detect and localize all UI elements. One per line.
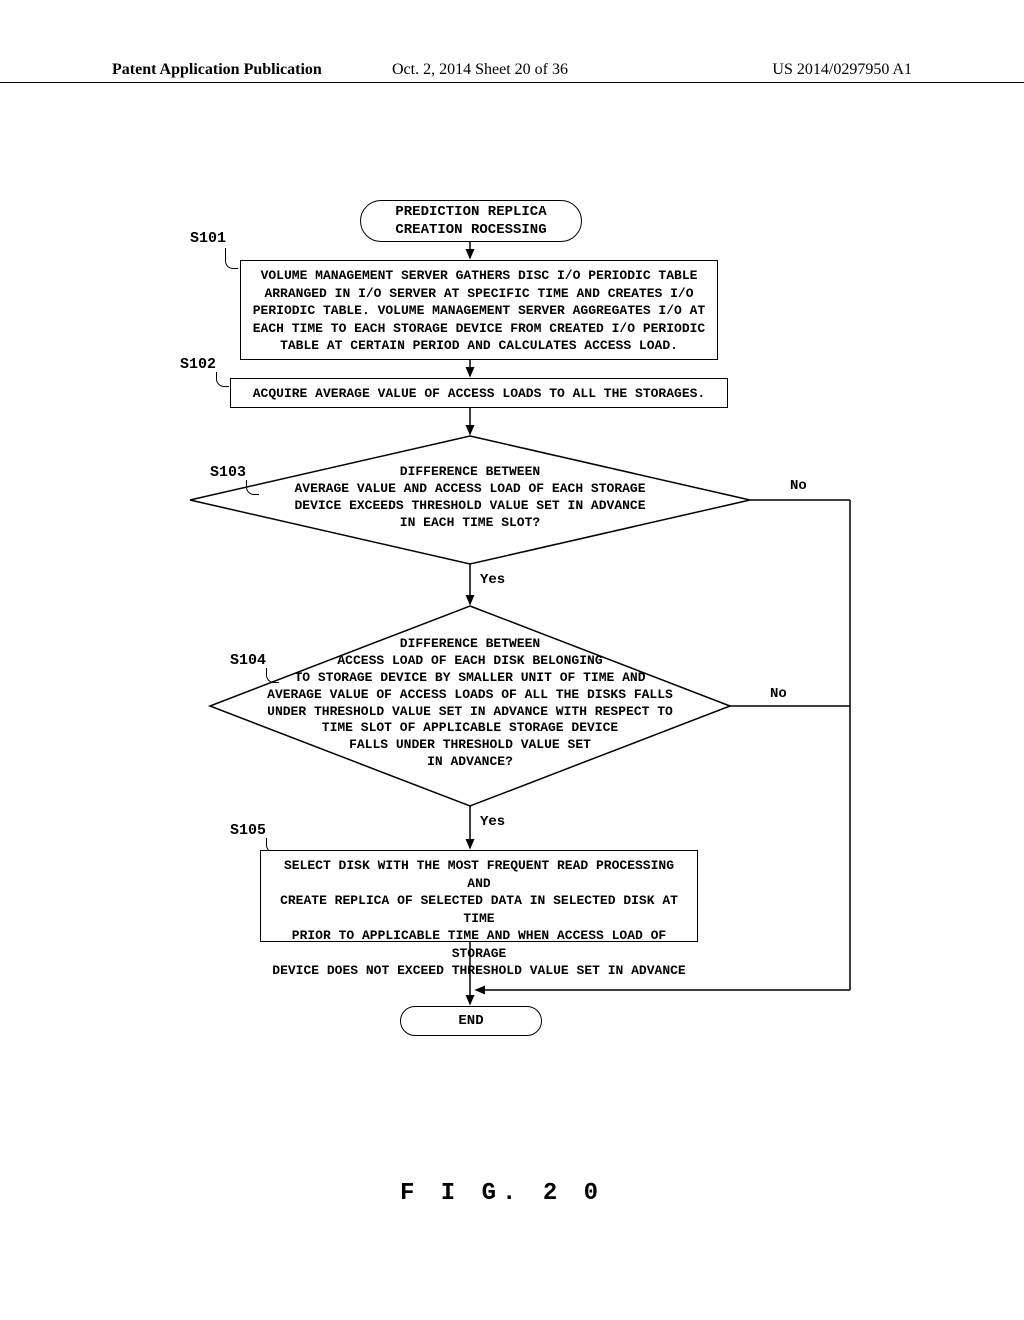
- bracket-s102: [216, 372, 229, 387]
- process-s105: SELECT DISK WITH THE MOST FREQUENT READ …: [260, 850, 698, 942]
- header-left: Patent Application Publication: [112, 61, 322, 79]
- process-s101: VOLUME MANAGEMENT SERVER GATHERS DISC I/…: [240, 260, 718, 360]
- label-s102: S102: [180, 356, 216, 373]
- header-right: US 2014/0297950 A1: [772, 61, 912, 79]
- flowchart: PREDICTION REPLICA CREATION ROCESSING S1…: [130, 200, 900, 1070]
- header-center: Oct. 2, 2014 Sheet 20 of 36: [392, 61, 568, 79]
- process-s102: ACQUIRE AVERAGE VALUE OF ACCESS LOADS TO…: [230, 378, 728, 408]
- page-header: Patent Application Publication Oct. 2, 2…: [0, 82, 1024, 107]
- bracket-s101: [225, 248, 238, 269]
- edge-yes-s104: Yes: [480, 814, 505, 830]
- figure-caption: F I G. 2 0: [400, 1180, 604, 1207]
- page: Patent Application Publication Oct. 2, 2…: [0, 0, 1024, 1320]
- label-s101: S101: [190, 230, 226, 247]
- start-terminator: PREDICTION REPLICA CREATION ROCESSING: [360, 200, 582, 242]
- decision-s104: DIFFERENCE BETWEEN ACCESS LOAD OF EACH D…: [240, 636, 700, 771]
- edge-yes-s103: Yes: [480, 572, 505, 588]
- decision-s103: DIFFERENCE BETWEEN AVERAGE VALUE AND ACC…: [230, 464, 710, 532]
- end-terminator: END: [400, 1006, 542, 1036]
- edge-no-s103: No: [790, 478, 807, 494]
- label-s105: S105: [230, 822, 266, 839]
- edge-no-s104: No: [770, 686, 787, 702]
